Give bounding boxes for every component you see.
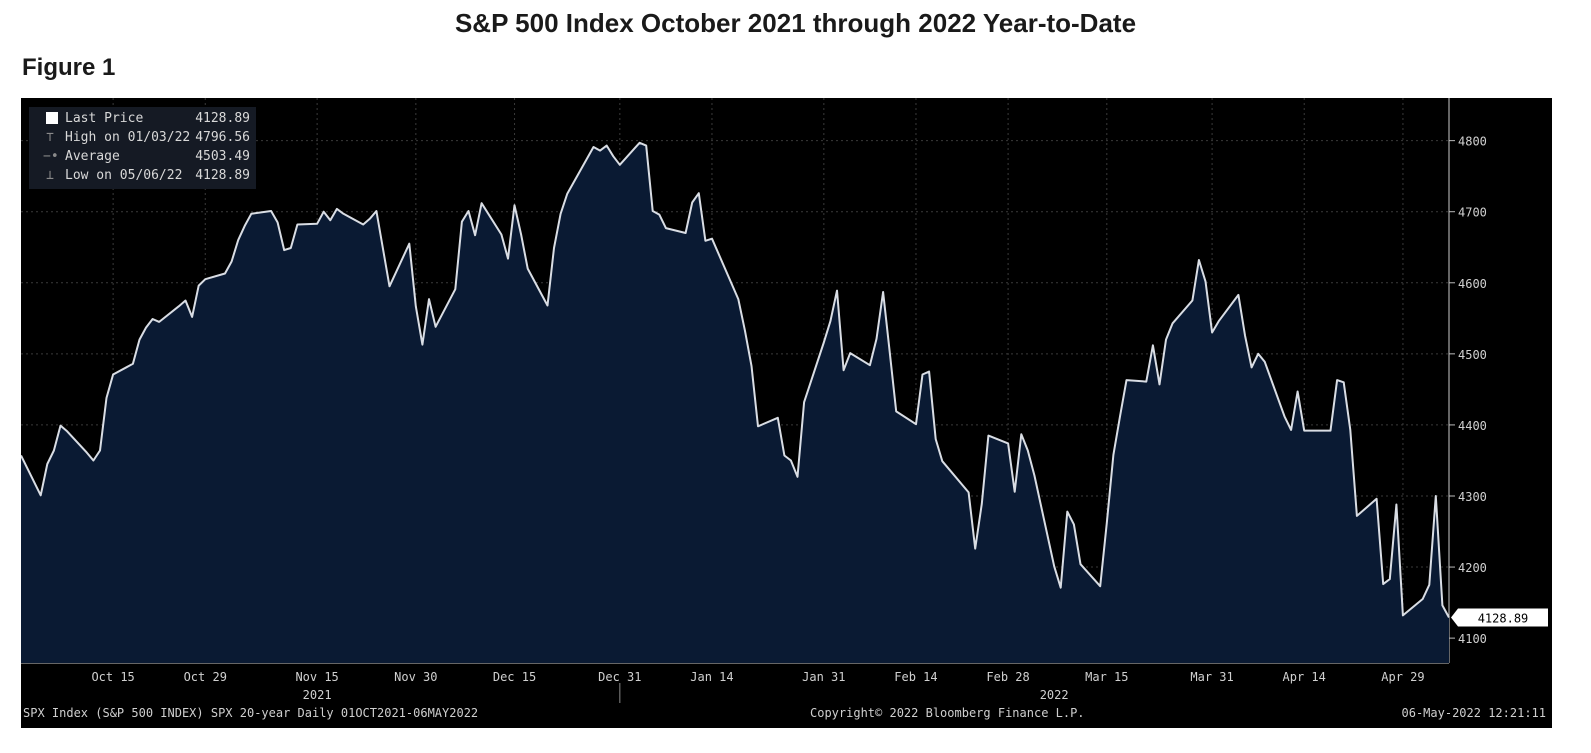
legend-name: Low on 05/06/22 — [65, 168, 183, 183]
x-tick-label: Mar 31 — [1190, 670, 1233, 684]
year-label: 2021 — [303, 688, 332, 702]
last-value-callout: 4128.89 — [1451, 608, 1548, 627]
year-label: 2022 — [1040, 688, 1069, 702]
low-marker-icon: ⊥ — [46, 168, 54, 183]
x-tick-label: Nov 30 — [394, 670, 437, 684]
y-tick-label: 4800 — [1458, 135, 1487, 149]
legend-row-average: −• Average 4503.49 — [29, 147, 256, 166]
x-tick-label: Jan 14 — [690, 670, 733, 684]
price-area — [21, 142, 1449, 664]
x-tick-label: Mar 15 — [1085, 670, 1128, 684]
price-chart: 4100 4200 4300 4400 4500 4600 4700 4800 Oct 15 Oc… — [21, 98, 1548, 703]
x-tick-label: Dec 15 — [493, 670, 536, 684]
legend-row-high: ⊤ High on 01/03/22 4796.56 — [29, 128, 256, 147]
x-tick-label: Apr 14 — [1283, 670, 1326, 684]
x-tick-label: Dec 31 — [598, 670, 641, 684]
y-tick-label: 4200 — [1458, 561, 1487, 575]
legend-value: 4128.89 — [195, 168, 250, 183]
legend-swatch-icon — [46, 112, 58, 124]
high-marker-icon: ⊤ — [46, 130, 54, 145]
x-tick-label: Oct 15 — [91, 670, 134, 684]
legend-value: 4503.49 — [195, 149, 250, 164]
average-marker-icon: −• — [43, 149, 59, 164]
y-tick-label: 4400 — [1458, 419, 1487, 433]
legend-name: High on 01/03/22 — [65, 130, 191, 145]
legend-value: 4796.56 — [195, 130, 250, 145]
price-line — [21, 141, 1450, 618]
legend-row-low: ⊥ Low on 05/06/22 4128.89 — [29, 166, 256, 185]
legend-name: Average — [65, 149, 120, 164]
y-tick-label: 4100 — [1458, 632, 1487, 646]
figure-label: Figure 1 — [22, 54, 116, 81]
x-tick-label: Jan 31 — [802, 670, 845, 684]
chart-legend: Last Price 4128.89 ⊤ High on 01/03/22 47… — [29, 107, 256, 189]
last-value-label: 4128.89 — [1478, 612, 1529, 626]
x-tick-label: Apr 29 — [1381, 670, 1424, 684]
legend-value: 4128.89 — [195, 111, 250, 126]
footer-copyright: Copyright© 2022 Bloomberg Finance L.P. — [810, 706, 1085, 720]
legend-name: Last Price — [65, 111, 144, 126]
x-tick-label: Feb 28 — [986, 670, 1029, 684]
callout-shape — [1451, 608, 1548, 627]
x-tick-label: Feb 14 — [894, 670, 937, 684]
y-tick-label: 4300 — [1458, 490, 1487, 504]
x-tick-label: Nov 15 — [295, 670, 338, 684]
y-tick-label: 4500 — [1458, 348, 1487, 362]
chart-panel: 4100 4200 4300 4400 4500 4600 4700 4800 Oct 15 Oc… — [21, 98, 1552, 728]
y-tick-label: 4700 — [1458, 206, 1487, 220]
y-tick-label: 4600 — [1458, 277, 1487, 291]
footer-source: SPX Index (S&P 500 INDEX) SPX 20-year Da… — [23, 706, 479, 720]
x-tick-label: Oct 29 — [184, 670, 227, 684]
legend-row-last-price: Last Price 4128.89 — [29, 109, 256, 128]
page-title: S&P 500 Index October 2021 through 2022 … — [454, 8, 1137, 38]
footer-timestamp: 06-May-2022 12:21:11 — [1401, 706, 1547, 720]
